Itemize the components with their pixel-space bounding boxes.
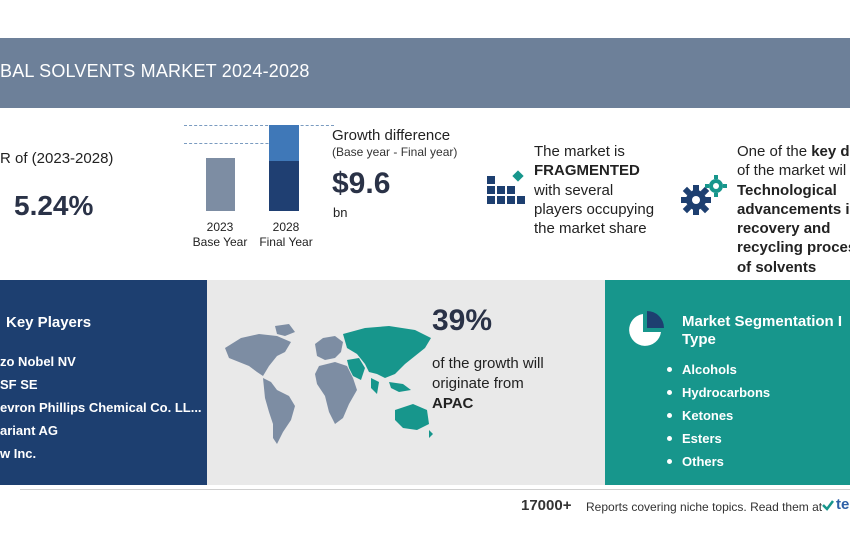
bullet-icon — [667, 367, 672, 372]
segment-label: Esters — [682, 431, 722, 446]
segment-label: Alcohols — [682, 362, 737, 377]
segment-label: Ketones — [682, 408, 734, 423]
bar-caption-2028: Final Year — [259, 235, 313, 249]
footer-report-count: 17000+ — [521, 497, 572, 514]
driver-line: Technological — [737, 182, 837, 199]
fragmented-line: FRAGMENTED — [534, 162, 640, 179]
header-banner: BAL SOLVENTS MARKET 2024-2028 — [0, 38, 850, 108]
segmentation-panel: Market Segmentation I Type Alcohols Hydr… — [605, 280, 850, 485]
bar-year-2028: 2028 — [272, 220, 300, 234]
growth-subtitle: (Base year - Final year) — [332, 145, 458, 159]
driver-line: of the market wil — [737, 162, 847, 179]
bar-label-2023: 2023 Base Year — [188, 220, 252, 250]
region-line: originate from — [432, 375, 524, 392]
key-players-title: Key Players — [6, 314, 92, 331]
bar-label-2028: 2028 Final Year — [254, 220, 318, 250]
region-percent: 39% — [432, 304, 493, 337]
page-title: BAL SOLVENTS MARKET 2024-2028 — [0, 61, 310, 81]
region-line: of the growth will — [432, 355, 544, 372]
world-map-icon — [225, 324, 433, 444]
bullet-icon — [667, 390, 672, 395]
growth-unit: bn — [333, 205, 348, 220]
driver-line: of solvents — [737, 259, 817, 276]
player-item: SF SE — [0, 377, 38, 392]
mid-dashed-line — [184, 143, 299, 144]
bullet-icon — [667, 413, 672, 418]
fragmented-line: The market is — [534, 143, 625, 160]
bar-2023 — [206, 158, 235, 211]
segment-label: Others — [682, 454, 724, 469]
region-panel: 39% of the growth will originate from AP… — [207, 280, 605, 485]
segmentation-title: Market Segmentation I — [682, 313, 843, 330]
growth-title: Growth difference — [332, 127, 451, 144]
player-item: zo Nobel NV — [0, 354, 76, 369]
fragmented-blocks-icon — [487, 170, 525, 204]
top-dashed-line — [184, 125, 334, 126]
bar-caption-2023: Base Year — [192, 235, 248, 249]
fragmented-line: players occupying — [534, 201, 655, 218]
cagr-label: R of (2023-2028) — [0, 150, 114, 167]
pie-chart-icon — [629, 311, 664, 346]
bar-2028-growth — [269, 125, 299, 161]
brand-link[interactable]: te — [836, 496, 850, 513]
player-item: evron Phillips Chemical Co. LL... — [0, 400, 202, 415]
segmentation-title-type: Type — [682, 331, 716, 348]
driver-line: advancements i — [737, 201, 850, 218]
bullet-icon — [667, 459, 672, 464]
region-name: APAC — [432, 395, 474, 412]
footer-text: Reports covering niche topics. Read them… — [586, 500, 823, 514]
fragmented-line: the market share — [534, 220, 647, 237]
cagr-value: 5.24% — [14, 190, 94, 221]
segment-label: Hydrocarbons — [682, 385, 771, 400]
key-players-panel: Key Players zo Nobel NV SF SE evron Phil… — [0, 280, 207, 485]
bar-2028-base — [269, 161, 299, 211]
driver-line: One of the key d — [737, 143, 850, 160]
bar-year-2023: 2023 — [206, 220, 234, 234]
brand-logo-icon — [822, 500, 834, 511]
growth-value: $9.6 — [332, 167, 391, 200]
player-item: ariant AG — [0, 423, 59, 438]
fragmented-line: with several — [534, 182, 614, 199]
driver-line: recycling proces — [737, 239, 850, 256]
footer-divider — [20, 489, 850, 490]
driver-line: recovery and — [737, 220, 831, 237]
bullet-icon — [667, 436, 672, 441]
gears-icon — [681, 175, 727, 215]
player-item: w Inc. — [0, 446, 37, 461]
